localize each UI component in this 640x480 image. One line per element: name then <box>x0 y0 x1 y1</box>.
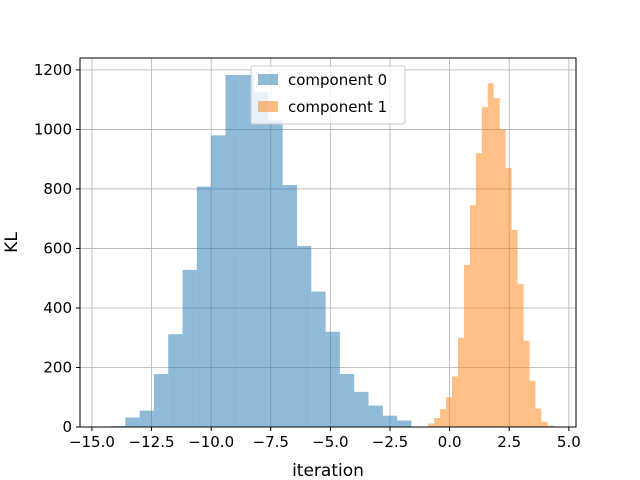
histogram-bar <box>254 92 269 427</box>
histogram-bar <box>139 410 154 427</box>
histogram-bar <box>446 397 452 427</box>
histogram-bar <box>182 269 197 427</box>
x-tick-label: −15.0 <box>69 433 115 451</box>
x-tick-label: −10.0 <box>188 433 234 451</box>
legend-label-component-1: component 1 <box>288 98 387 116</box>
x-tick-label: −7.5 <box>253 433 289 451</box>
legend-box <box>250 65 406 125</box>
histogram-bar <box>239 74 255 427</box>
histogram-bar <box>529 380 536 427</box>
x-tick-label: −2.5 <box>372 433 408 451</box>
histogram-bar <box>440 409 447 427</box>
histogram-bar <box>475 153 482 427</box>
histogram-bar <box>452 376 458 427</box>
x-tick-label: 5.0 <box>557 433 581 451</box>
series-component-0 <box>111 74 412 427</box>
histogram-bar <box>339 374 355 427</box>
histogram-bar <box>153 374 169 427</box>
plot-frame <box>79 57 577 428</box>
y-tick-label: 200 <box>43 358 72 376</box>
histogram-bar <box>211 135 226 427</box>
x-tick-label: −12.5 <box>129 433 175 451</box>
x-axis-label: iteration <box>292 461 364 480</box>
series-component-1 <box>428 83 554 428</box>
histogram-bar <box>282 185 297 427</box>
histogram-bar <box>434 418 441 427</box>
histogram-bar <box>469 205 476 427</box>
histogram-bar <box>382 415 398 427</box>
histogram-bar <box>311 291 326 427</box>
histogram-bars <box>111 74 554 428</box>
histogram-bar <box>168 334 183 427</box>
histogram-bar <box>541 421 548 427</box>
x-tick-label: −5.0 <box>312 433 348 451</box>
y-axis-label: KL <box>2 232 22 253</box>
histogram-bar <box>499 129 506 427</box>
legend-swatch-component-1 <box>258 101 278 112</box>
x-tick-label: 0.0 <box>438 433 462 451</box>
histogram-bar <box>505 168 512 427</box>
histogram-bar <box>196 186 212 427</box>
legend: component 0 component 1 <box>250 65 406 125</box>
histogram-bar <box>463 264 470 427</box>
histogram-bar <box>493 98 500 427</box>
histogram-bar <box>225 74 240 427</box>
axis-ticks: −15.0 −12.5 −10.0 −7.5 −5.0 −2.5 0.0 2.5 5.0 0 200… <box>34 61 581 451</box>
legend-label-component-0: component 0 <box>288 71 387 89</box>
histogram-bar <box>397 420 412 427</box>
y-tick-label: 800 <box>43 180 72 198</box>
x-tick-label: 2.5 <box>497 433 521 451</box>
histogram-bar <box>535 408 542 427</box>
y-tick-label: 400 <box>43 299 72 317</box>
histogram-bar <box>354 391 369 427</box>
histogram-bar <box>325 331 340 427</box>
histogram-bar <box>547 425 554 427</box>
histogram-bar <box>428 423 435 427</box>
histogram-bar <box>457 337 464 427</box>
y-tick-label: 1200 <box>34 61 72 79</box>
histogram-bar <box>517 284 524 427</box>
y-tick-label: 0 <box>62 418 72 436</box>
histogram-bar <box>487 83 494 427</box>
histogram-bar <box>481 107 488 428</box>
y-tick-label: 1000 <box>34 120 72 138</box>
histogram-bar <box>511 230 518 427</box>
histogram-bar <box>297 246 312 427</box>
histogram-bar <box>523 340 530 427</box>
histogram-bar <box>125 417 140 427</box>
histogram-bar <box>368 405 383 427</box>
histogram-bar <box>268 120 283 427</box>
legend-swatch-component-0 <box>258 74 278 85</box>
y-tick-label: 600 <box>43 239 72 257</box>
